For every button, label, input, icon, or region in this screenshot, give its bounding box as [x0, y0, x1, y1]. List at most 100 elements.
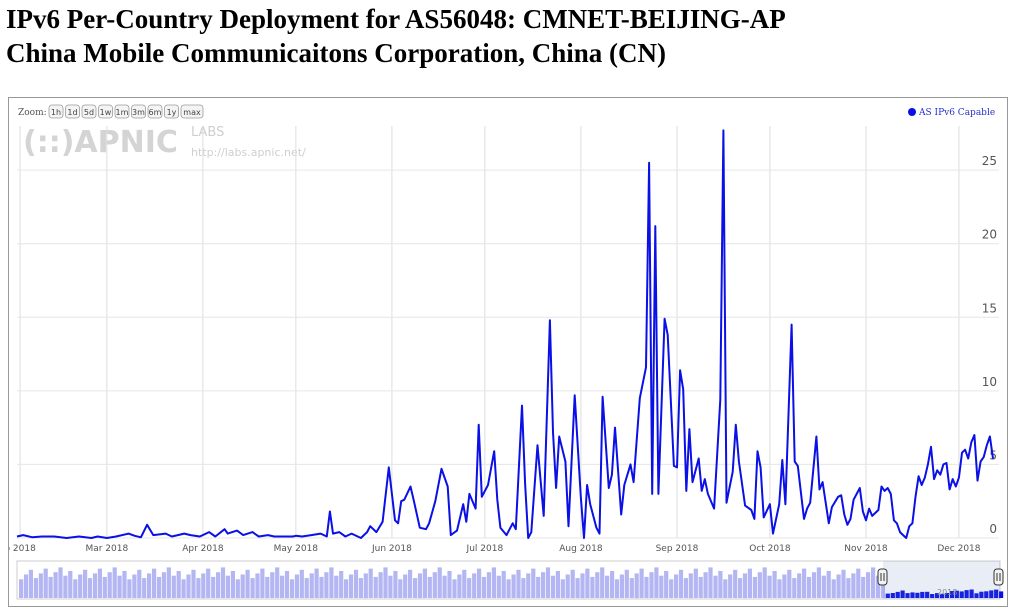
navigator-bar	[240, 574, 245, 598]
navigator-bar	[353, 569, 359, 598]
legend-label: AS IPv6 Capable	[918, 108, 995, 118]
navigator-bar	[117, 575, 122, 598]
navigator-bar	[565, 574, 570, 598]
navigator-bar	[358, 578, 363, 598]
navigator-bar	[550, 575, 556, 598]
navigator-bar	[472, 573, 477, 599]
navigator-bar	[792, 578, 797, 598]
navigator-bar	[87, 578, 93, 598]
navigator-selection[interactable]	[883, 561, 1000, 599]
navigator-bar	[560, 579, 565, 598]
navigator-bar	[846, 578, 851, 598]
navigator-bar	[605, 575, 610, 598]
navigator-bar	[890, 593, 895, 598]
zoom-button-1m[interactable]: 1m	[114, 104, 130, 119]
navigator-bar	[555, 571, 560, 598]
navigator-bar	[910, 592, 915, 598]
navigator-bar	[250, 578, 255, 598]
navigator-bar	[841, 569, 846, 598]
page-title: IPv6 Per-Country Deployment for AS56048:…	[6, 2, 1011, 70]
navigator-bar	[294, 574, 299, 598]
apnic-labs-text: LABS	[191, 125, 224, 140]
navigator-bar	[319, 576, 324, 598]
zoom-button-1d[interactable]: 1d	[65, 104, 80, 119]
zoom-label: Zoom:	[18, 108, 47, 118]
navigator-bar	[235, 579, 240, 598]
navigator-bar	[132, 574, 137, 598]
zoom-button-3m[interactable]: 3m	[131, 104, 146, 119]
navigator-bar	[48, 576, 53, 598]
navigator-bar	[629, 578, 634, 598]
zoom-button-label: 5d	[84, 108, 94, 117]
navigator-bar	[216, 572, 221, 598]
navigator-bar	[595, 572, 600, 598]
navigator-bar	[38, 573, 43, 599]
navigator-bar	[747, 568, 752, 598]
navigator-right-handle[interactable]	[993, 568, 1004, 586]
x-tick-label: Sep 2018	[656, 544, 699, 554]
navigator-left-handle[interactable]	[877, 568, 888, 586]
navigator-bar	[742, 573, 748, 599]
navigator-bar	[275, 567, 280, 598]
apnic-url-text: http://labs.apnic.net/	[191, 146, 306, 159]
navigator-bar	[53, 572, 58, 598]
zoom-button-max[interactable]: max	[180, 104, 204, 119]
y-tick-label: 0	[989, 522, 997, 536]
zoom-button-1h[interactable]: 1h	[48, 104, 64, 119]
navigator-bar	[432, 572, 437, 598]
navigator-bar	[83, 569, 88, 598]
navigator-bar	[284, 571, 290, 598]
navigator-bar	[280, 575, 285, 598]
y-tick-label: 15	[982, 301, 997, 315]
navigator-bar	[265, 576, 270, 598]
navigator-bar	[649, 572, 654, 598]
navigator-bar	[915, 592, 920, 598]
navigator-bar	[634, 573, 639, 599]
x-tick-label: Oct 2018	[749, 544, 791, 554]
navigator-bar	[225, 575, 230, 598]
legend[interactable]: AS IPv6 Capable	[908, 108, 995, 118]
navigator-bar	[826, 571, 831, 598]
navigator-bar	[861, 576, 866, 598]
navigator-bar	[614, 579, 620, 598]
navigator-bar	[486, 572, 491, 598]
navigator-bar	[969, 589, 974, 598]
navigator-bar	[491, 567, 496, 598]
zoom-button-1y[interactable]: 1y	[164, 104, 179, 119]
navigator-bar	[161, 572, 166, 598]
zoom-button-label: 1y	[167, 108, 177, 117]
navigator-bar	[28, 569, 33, 598]
navigator-bar	[678, 569, 684, 598]
navigator-bar	[718, 571, 723, 598]
navigator-bar	[733, 569, 738, 598]
navigator-bar	[989, 590, 994, 599]
navigator-bar	[772, 571, 777, 598]
navigator-bar	[659, 575, 664, 598]
navigator-bar	[309, 573, 314, 599]
navigator-bar	[866, 572, 871, 598]
y-tick-label: 25	[982, 154, 997, 168]
zoom-button-label: 1m	[116, 108, 129, 117]
navigator-bar	[137, 569, 142, 598]
navigator-bar	[230, 571, 235, 598]
navigator-bar	[122, 571, 127, 598]
navigator-bar	[610, 571, 615, 598]
navigator-bar	[688, 573, 693, 599]
navigator-bar	[78, 574, 83, 598]
navigator-bar	[713, 575, 718, 598]
zoom-button-label: 1w	[100, 108, 112, 117]
legend-marker-icon	[908, 108, 916, 116]
zoom-button-5d[interactable]: 5d	[81, 104, 97, 119]
navigator-bar	[767, 575, 772, 598]
navigator-bar	[585, 568, 590, 598]
zoom-button-1w[interactable]: 1w	[98, 104, 113, 119]
navigator-bar	[196, 578, 201, 598]
navigator-bar	[191, 569, 196, 598]
navigator-bar	[693, 568, 698, 598]
zoom-button-6m[interactable]: 6m	[147, 104, 163, 119]
navigator[interactable]: 2018	[16, 560, 1004, 600]
navigator-bar	[816, 567, 821, 598]
navigator-bar	[299, 569, 304, 598]
navigator-bar	[334, 575, 339, 598]
